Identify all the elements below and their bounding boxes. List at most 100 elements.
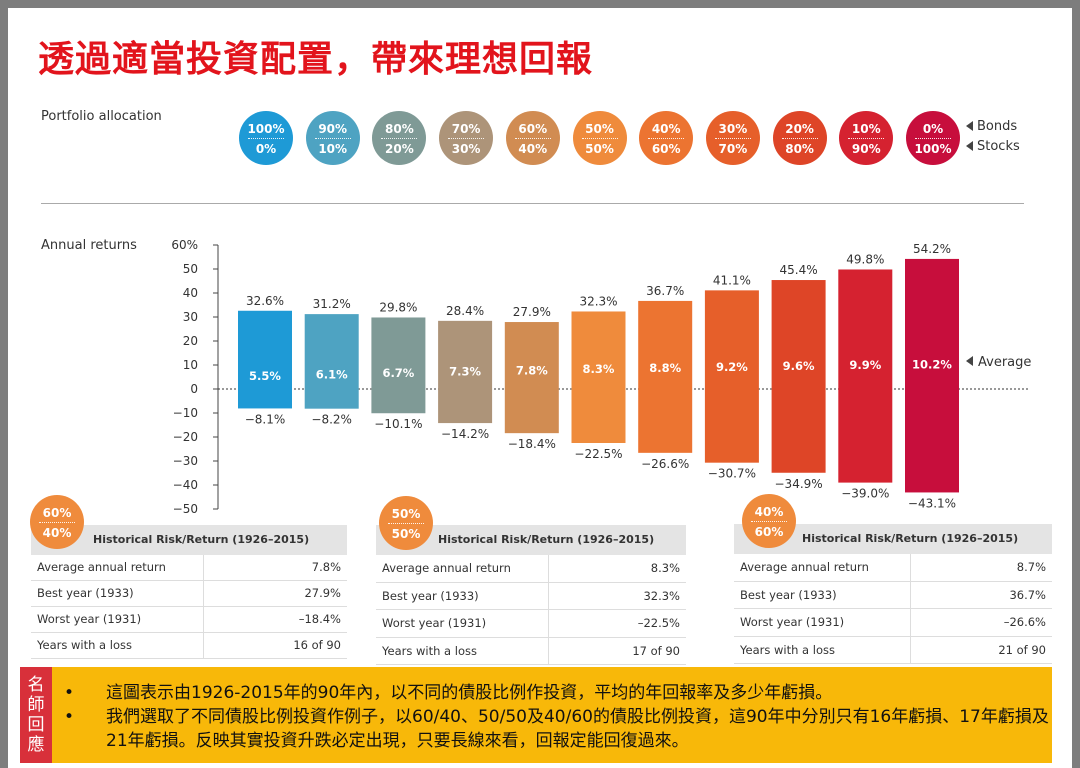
allocation-circle: 20% 80% <box>772 111 827 165</box>
worst-label: −30.7% <box>708 467 756 481</box>
y-tick-label: 60% <box>171 238 198 252</box>
table-row: Years with a loss 17 of 90 <box>376 637 686 665</box>
table-row: Worst year (1931) –18.4% <box>31 607 347 633</box>
y-tick-label: 30 <box>183 310 198 324</box>
best-label: 49.8% <box>846 252 884 266</box>
allocation-circle: 70% 30% <box>439 111 494 165</box>
average-label: 9.6% <box>783 359 815 373</box>
table-row: Best year (1933) 36.7% <box>734 581 1052 609</box>
note-body: • 這圖表示由1926-2015年的90年內，以不同的債股比例作投資，平均的年回報… <box>64 681 1054 753</box>
best-label: 41.1% <box>713 273 751 287</box>
y-tick-label: −50 <box>173 502 198 516</box>
bar <box>571 311 626 443</box>
best-label: 32.3% <box>579 294 617 308</box>
average-legend: Average <box>978 355 1031 370</box>
stocks-legend: Stocks <box>966 139 1020 154</box>
note-tag: 名 師 回 應 <box>20 667 52 763</box>
risk-table-header: Historical Risk/Return (1926–2015) <box>31 525 347 555</box>
page-title: 透過適當投資配置，帶來理想回報 <box>38 39 594 80</box>
triangle-left-icon <box>966 356 973 366</box>
allocation-circle: 30% 70% <box>705 111 760 165</box>
bar <box>771 280 826 473</box>
best-label: 28.4% <box>446 304 484 318</box>
y-tick-label: 20 <box>183 334 198 348</box>
y-tick-label: −30 <box>173 454 198 468</box>
best-label: 45.4% <box>780 263 818 277</box>
allocation-circle: 80% 20% <box>372 111 427 165</box>
worst-label: −22.5% <box>574 447 622 461</box>
average-label: 6.1% <box>316 367 348 381</box>
bar <box>905 258 959 493</box>
best-label: 32.6% <box>246 294 284 308</box>
risk-return-table: Historical Risk/Return (1926–2015) Averag… <box>734 524 1052 664</box>
table-row: Years with a loss 21 of 90 <box>734 636 1052 664</box>
bar <box>838 269 893 483</box>
bar <box>304 314 359 409</box>
allocation-circle: 40% 60% <box>639 111 694 165</box>
allocation-circle: 60% 40% <box>505 111 560 165</box>
note-box: 名 師 回 應 • 這圖表示由1926-2015年的90年內，以不同的債股比例作投… <box>20 667 1052 763</box>
allocation-circle: 50% 50% <box>572 111 627 165</box>
table-row: Worst year (1931) –26.6% <box>734 609 1052 637</box>
average-label: 8.3% <box>583 362 615 376</box>
divider <box>41 203 1024 204</box>
allocation-badge: 50% 50% <box>379 496 433 550</box>
chart-title: Annual returns <box>41 238 137 253</box>
allocation-circle: 10% 90% <box>839 111 894 165</box>
bar <box>704 290 759 463</box>
best-label: 54.2% <box>913 242 951 256</box>
allocation-label: Portfolio allocation <box>41 109 162 124</box>
average-label: 10.2% <box>912 358 952 372</box>
worst-label: −18.4% <box>508 437 556 451</box>
worst-label: −14.2% <box>441 427 489 441</box>
average-label: 5.5% <box>249 369 281 383</box>
average-label: 8.8% <box>649 361 681 375</box>
bar <box>371 317 426 414</box>
average-label: 9.9% <box>849 358 881 372</box>
y-tick-label: −20 <box>173 430 198 444</box>
y-tick-label: 40 <box>183 286 198 300</box>
average-label: 9.2% <box>716 360 748 374</box>
y-tick-label: −10 <box>173 406 198 420</box>
note-line: • 我們選取了不同債股比例投資作例子，以60/40、50/50及40/60的債股比… <box>64 707 1049 751</box>
worst-label: −26.6% <box>641 457 689 471</box>
worst-label: −8.2% <box>311 413 352 427</box>
table-row: Best year (1933) 27.9% <box>31 581 347 607</box>
y-tick-label: 50 <box>183 262 198 276</box>
table-row: Average annual return 8.3% <box>376 555 686 583</box>
bar <box>438 320 493 424</box>
y-tick-label: 0 <box>190 382 198 396</box>
triangle-left-icon <box>966 141 973 151</box>
best-label: 29.8% <box>379 300 417 314</box>
bar <box>638 300 693 453</box>
triangle-left-icon <box>966 121 973 131</box>
y-tick-label: −40 <box>173 478 198 492</box>
best-label: 31.2% <box>313 297 351 311</box>
average-label: 6.7% <box>382 366 414 380</box>
worst-label: −34.9% <box>775 477 823 491</box>
y-tick-label: 10 <box>183 358 198 372</box>
table-row: Years with a loss 16 of 90 <box>31 633 347 659</box>
allocation-badge: 60% 40% <box>30 495 84 549</box>
table-row: Average annual return 7.8% <box>31 555 347 581</box>
bar <box>238 310 292 409</box>
worst-label: −10.1% <box>374 417 422 431</box>
table-row: Average annual return 8.7% <box>734 554 1052 582</box>
worst-label: −39.0% <box>841 487 889 501</box>
table-row: Worst year (1931) –22.5% <box>376 610 686 638</box>
best-label: 36.7% <box>646 284 684 298</box>
worst-label: −43.1% <box>908 496 956 510</box>
risk-return-table: Historical Risk/Return (1926–2015) Averag… <box>376 525 686 665</box>
allocation-badge: 40% 60% <box>742 494 796 548</box>
average-label: 7.3% <box>449 364 481 378</box>
page: 透過適當投資配置，帶來理想回報 Portfolio allocation 100… <box>8 8 1072 768</box>
annual-returns-chart: 60% 50 40 30 20 10 0 −10 −20 −30 −40 −50 32.6% −8.1% 5… <box>171 238 1031 516</box>
table-row: Best year (1933) 32.3% <box>376 582 686 610</box>
average-label: 7.8% <box>516 363 548 377</box>
note-line: • 這圖表示由1926-2015年的90年內，以不同的債股比例作投資，平均的年回報… <box>64 683 833 703</box>
allocation-circle: 90% 10% <box>305 111 360 165</box>
worst-label: −8.1% <box>245 412 286 426</box>
best-label: 27.9% <box>513 305 551 319</box>
bar <box>504 322 559 434</box>
allocation-circle: 100% 0% <box>239 111 293 165</box>
